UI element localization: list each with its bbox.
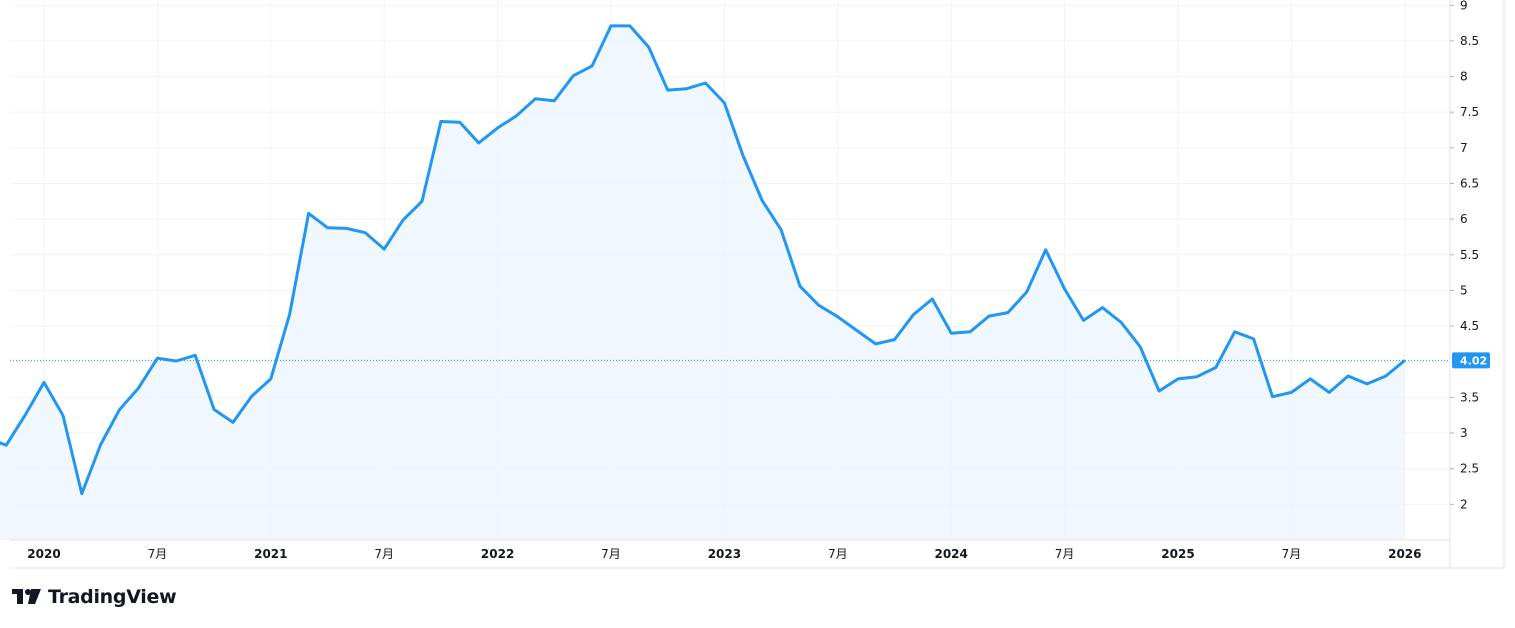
last-value-badge-bg: [1452, 352, 1490, 369]
x-tick-label: 7月: [148, 547, 168, 561]
area-fill: [0, 25, 1405, 540]
last-value-badge: 4.02: [1452, 352, 1490, 369]
x-tick-label: 7月: [601, 547, 621, 561]
y-tick-label: 2: [1460, 497, 1468, 511]
y-axis: 2 2.5 3 3.5 4.5 5 5.5 6 6.5 7 7.5 8 8.5 9: [1450, 0, 1479, 511]
tradingview-logo-icon: [12, 589, 41, 604]
y-tick-label: 8.5: [1460, 34, 1479, 48]
x-tick-label: 2025: [1161, 547, 1194, 561]
x-axis: 2020 7月 2021 7月 2022 7月 2023 7月 2024 7月 2025 7月 2026: [27, 547, 1421, 561]
y-tick-label: 4.5: [1460, 319, 1479, 333]
y-tick-label: 3.5: [1460, 390, 1479, 404]
y-tick-label: 8: [1460, 70, 1468, 84]
y-tick-label: 2.5: [1460, 462, 1479, 476]
y-tick-label: 6.5: [1460, 177, 1479, 191]
brand-name: TradingView: [48, 586, 177, 608]
chart-frame: [10, 0, 1505, 569]
x-tick-label: 2024: [934, 547, 967, 561]
x-tick-label: 2022: [481, 547, 514, 561]
x-tick-label: 2026: [1388, 547, 1421, 561]
series-line: [0, 24, 1406, 496]
y-tick-label: 6: [1460, 212, 1468, 226]
x-tick-label: 2021: [254, 547, 287, 561]
x-tick-label: 2020: [27, 547, 60, 561]
x-tick-label: 7月: [1055, 547, 1075, 561]
y-tick-label: 7.5: [1460, 105, 1479, 119]
y-tick-label: 7: [1460, 141, 1468, 155]
y-tick-label: 9: [1460, 0, 1468, 12]
x-tick-label: 7月: [828, 547, 848, 561]
x-tick-label: 7月: [1282, 547, 1302, 561]
last-value-label: 4.02: [1460, 354, 1487, 367]
y-tick-label: 3: [1460, 426, 1468, 440]
x-tick-label: 7月: [374, 547, 394, 561]
y-tick-label: 5: [1460, 283, 1468, 297]
x-tick-label: 2023: [708, 547, 741, 561]
y-tick-label: 5.5: [1460, 248, 1479, 262]
tradingview-logo[interactable]: TradingView: [12, 586, 177, 608]
